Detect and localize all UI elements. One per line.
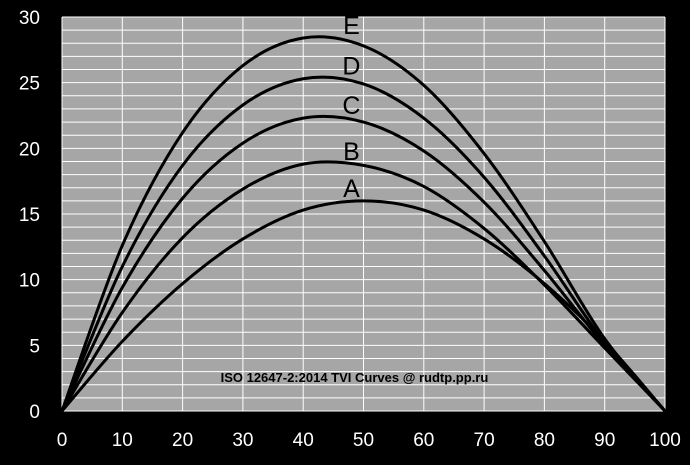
series-line-b — [60, 160, 667, 413]
series-line-e — [60, 35, 667, 412]
x-axis-ticks: 0 10 20 30 40 50 60 70 80 90 100 — [57, 430, 681, 451]
series-line-d — [60, 75, 667, 412]
series-group — [60, 35, 667, 413]
grid-lines — [61, 16, 666, 412]
curve-label-a: A — [343, 175, 360, 203]
x-tick-label: 70 — [474, 430, 495, 451]
curve-label-b: B — [343, 138, 360, 166]
x-tick-label: 10 — [112, 430, 133, 451]
curve-label-c: C — [342, 92, 360, 120]
series-line-a — [60, 199, 667, 412]
y-tick-label: 5 — [29, 336, 40, 357]
y-tick-label: 0 — [29, 402, 40, 423]
x-tick-label: 40 — [293, 430, 314, 451]
x-tick-label: 80 — [534, 430, 555, 451]
curve-label-d: D — [342, 53, 360, 81]
y-tick-label: 15 — [19, 205, 40, 226]
x-tick-label: 20 — [172, 430, 193, 451]
y-axis-ticks: 0 5 10 15 20 25 30 — [19, 8, 40, 423]
x-tick-label: 30 — [232, 430, 253, 451]
x-tick-label: 60 — [413, 430, 434, 451]
series-line-c — [60, 114, 667, 413]
y-tick-label: 10 — [19, 271, 40, 292]
y-tick-label: 20 — [19, 139, 40, 160]
x-tick-label: 50 — [353, 430, 374, 451]
y-tick-label: 30 — [19, 8, 40, 29]
x-tick-label: 90 — [594, 430, 615, 451]
x-tick-label: 100 — [649, 430, 681, 451]
curve-label-e: E — [343, 12, 360, 40]
y-tick-label: 25 — [19, 74, 40, 95]
chart-annotation: ISO 12647-2:2014 TVI Curves @ rudtp.pp.r… — [221, 370, 489, 385]
x-tick-label: 0 — [57, 430, 68, 451]
